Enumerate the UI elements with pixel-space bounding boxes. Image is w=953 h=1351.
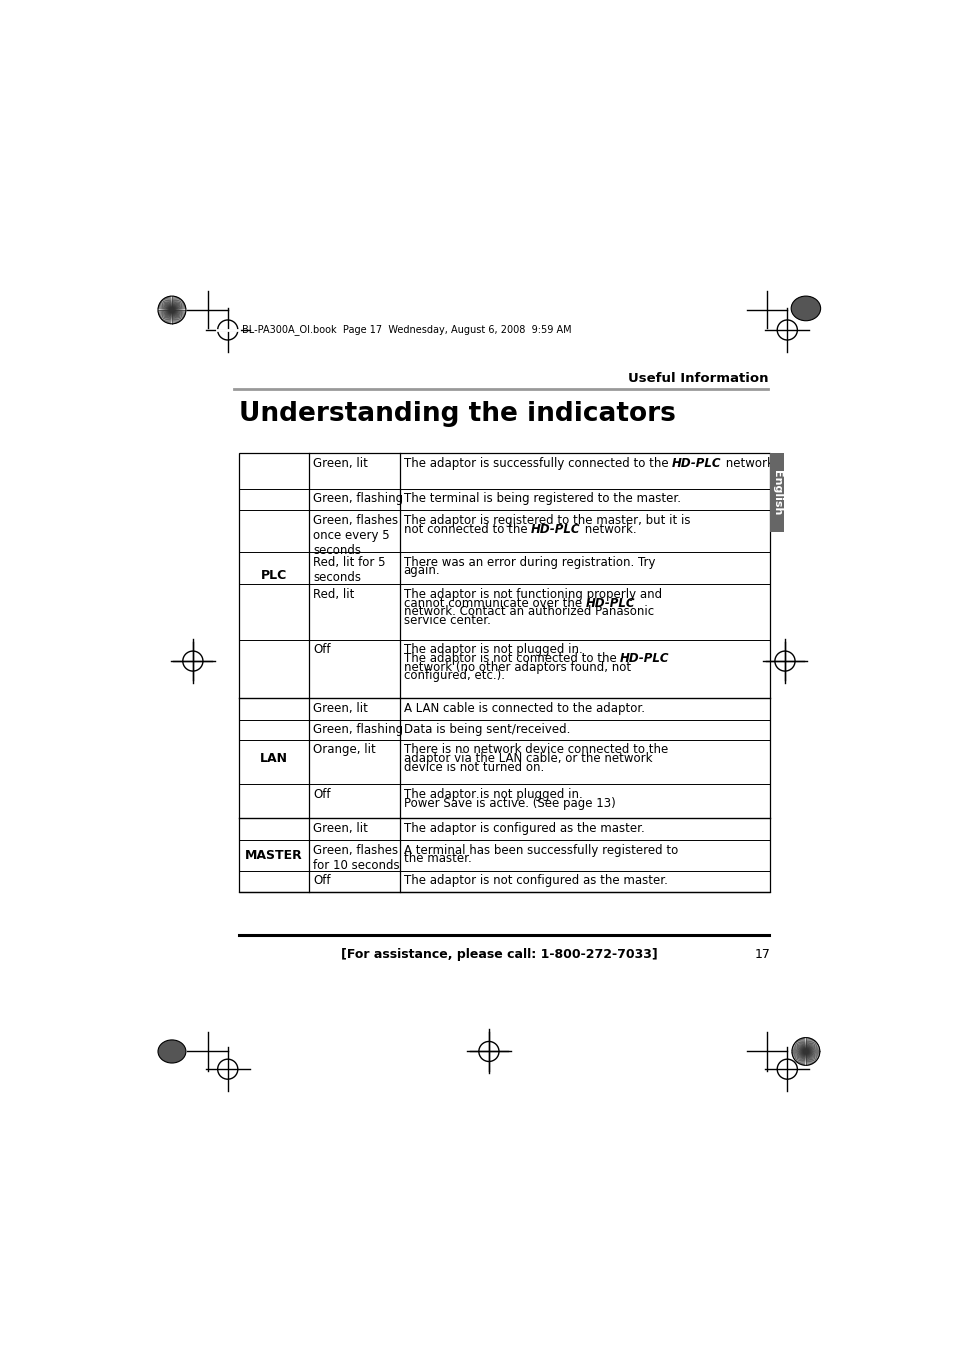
Text: There was an error during registration. Try: There was an error during registration. … [403,555,655,569]
Text: Red, lit for 5
seconds: Red, lit for 5 seconds [313,555,385,584]
Text: Green, flashes
once every 5
seconds: Green, flashes once every 5 seconds [313,513,397,557]
Text: adaptor via the LAN cable, or the network: adaptor via the LAN cable, or the networ… [403,753,652,765]
Text: 17: 17 [754,947,770,961]
Text: English: English [771,470,781,515]
Text: A terminal has been successfully registered to: A terminal has been successfully registe… [403,843,678,857]
Ellipse shape [158,1040,186,1063]
Text: Green, flashes
for 10 seconds: Green, flashes for 10 seconds [313,843,399,871]
Text: network.: network. [580,523,636,535]
Text: Power Save is active. (See page 13): Power Save is active. (See page 13) [403,797,615,809]
Text: Green, lit: Green, lit [313,457,368,470]
Text: HD-PLC: HD-PLC [671,457,720,470]
Text: The terminal is being registered to the master.: The terminal is being registered to the … [403,493,679,505]
Text: device is not turned on.: device is not turned on. [403,761,543,774]
Text: Red, lit: Red, lit [313,588,354,601]
Text: not connected to the: not connected to the [403,523,531,535]
Text: HD-PLC: HD-PLC [531,523,580,535]
Text: The adaptor is not connected to the: The adaptor is not connected to the [403,653,619,665]
Text: The adaptor is successfully connected to the: The adaptor is successfully connected to… [403,457,671,470]
Text: Useful Information: Useful Information [627,373,768,385]
Text: network.: network. [720,457,777,470]
Text: the master.: the master. [403,852,471,865]
Text: Green, flashing: Green, flashing [313,723,403,736]
Text: Off: Off [313,643,330,657]
Text: Off: Off [313,788,330,801]
Text: Understanding the indicators: Understanding the indicators [239,401,676,427]
Text: Data is being sent/received.: Data is being sent/received. [403,723,570,736]
Text: The adaptor is not plugged in.: The adaptor is not plugged in. [403,788,582,801]
Text: LAN: LAN [260,751,288,765]
Text: configured, etc.).: configured, etc.). [403,669,504,682]
Text: The adaptor is not functioning properly and: The adaptor is not functioning properly … [403,588,661,601]
Text: The adaptor is configured as the master.: The adaptor is configured as the master. [403,821,643,835]
Text: The adaptor is registered to the master, but it is: The adaptor is registered to the master,… [403,513,689,527]
Text: service center.: service center. [403,613,490,627]
Text: BL-PA300A_OI.book  Page 17  Wednesday, August 6, 2008  9:59 AM: BL-PA300A_OI.book Page 17 Wednesday, Aug… [241,324,571,335]
Text: network (no other adaptors found, not: network (no other adaptors found, not [403,661,630,674]
Text: Orange, lit: Orange, lit [313,743,375,757]
Text: A LAN cable is connected to the adaptor.: A LAN cable is connected to the adaptor. [403,703,644,715]
Text: HD-PLC: HD-PLC [585,597,635,609]
Text: MASTER: MASTER [245,848,303,862]
Text: Off: Off [313,874,330,888]
Text: The adaptor is not plugged in.: The adaptor is not plugged in. [403,643,582,657]
Text: network. Contact an authorized Panasonic: network. Contact an authorized Panasonic [403,605,653,619]
Bar [239,453,769,892]
Bar [769,453,783,532]
Text: Green, lit: Green, lit [313,821,368,835]
Text: Green, flashing: Green, flashing [313,493,403,505]
Text: There is no network device connected to the: There is no network device connected to … [403,743,667,757]
Text: cannot communicate over the: cannot communicate over the [403,597,585,609]
Text: [For assistance, please call: 1-800-272-7033]: [For assistance, please call: 1-800-272-… [340,947,657,961]
Text: again.: again. [403,565,440,577]
Ellipse shape [790,296,820,320]
Text: PLC: PLC [261,569,287,582]
Text: HD-PLC: HD-PLC [619,653,669,665]
Text: The adaptor is not configured as the master.: The adaptor is not configured as the mas… [403,874,667,888]
Text: Green, lit: Green, lit [313,703,368,715]
